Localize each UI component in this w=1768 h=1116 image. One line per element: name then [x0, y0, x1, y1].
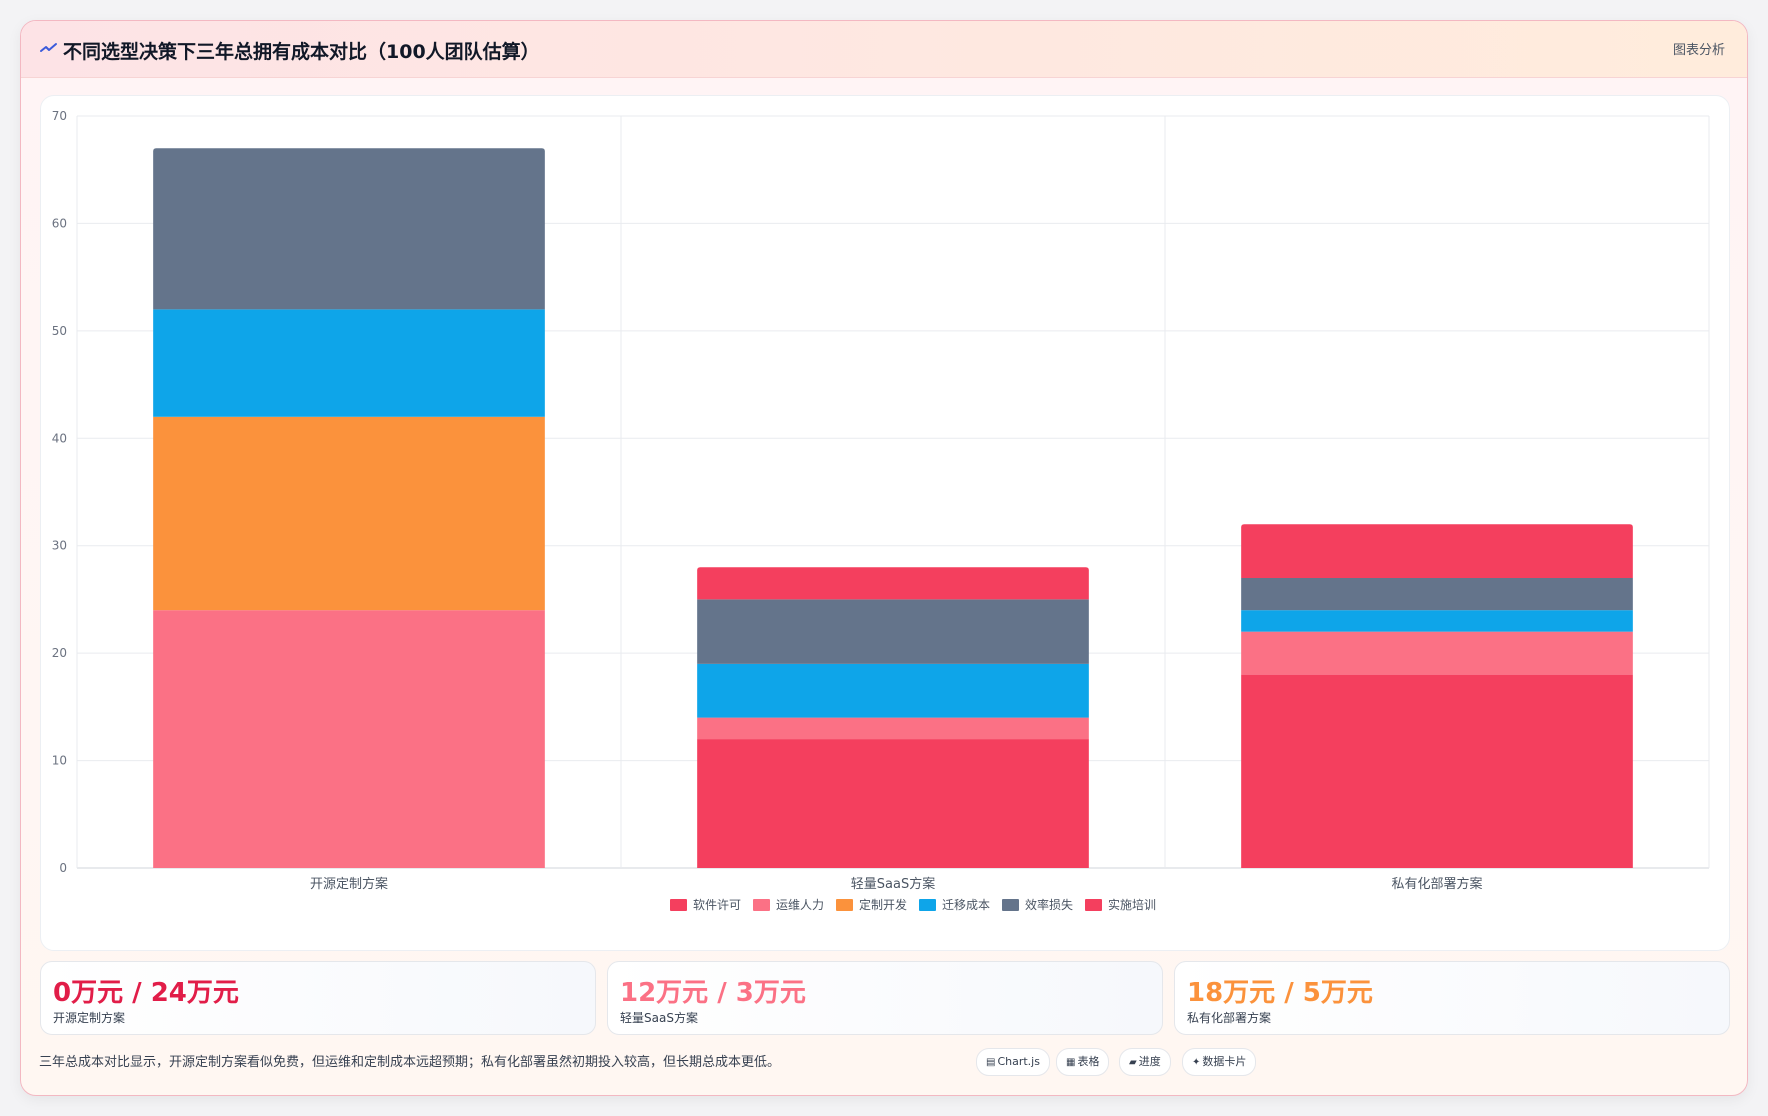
bar-segment — [697, 717, 1089, 740]
y-tick-label: 0 — [59, 861, 67, 875]
stat-label: 私有化部署方案 — [1187, 1011, 1272, 1025]
bar-segment — [1241, 610, 1633, 632]
stacked-bar-chart: 0 10 20 30 40 50 60 70 开源定制方案 轻量SaaS方案 私有化部署方案 软件许… — [52, 109, 1710, 912]
stat-card-saas: 12万元 / 3万元 轻量SaaS方案 — [607, 961, 1163, 1035]
bar-segment — [697, 663, 1089, 718]
legend-swatch — [836, 899, 853, 911]
legend-swatch — [753, 899, 770, 911]
legend-label: 迁移成本 — [942, 898, 990, 912]
chart-icon: ▤ — [986, 1057, 996, 1068]
legend-label: 软件许可 — [693, 898, 741, 912]
summary-note: 三年总成本对比显示，开源定制方案看似免费，但运维和定制成本远超预期；私有化部署虽… — [39, 1055, 781, 1070]
legend-label: 运维人力 — [776, 898, 824, 912]
legend-swatch — [1002, 899, 1019, 911]
chart-card: 不同选型决策下三年总拥有成本对比（100人团队估算） 图表分析 0 10 20 30 4… — [20, 20, 1748, 1096]
table-pill[interactable]: ▦ 表格 — [1056, 1048, 1110, 1076]
stat-label: 轻量SaaS方案 — [620, 1011, 698, 1025]
x-tick-label: 私有化部署方案 — [1391, 876, 1482, 892]
bar-segment — [697, 599, 1089, 664]
y-tick-label: 10 — [52, 754, 67, 768]
bar-segment — [697, 739, 1089, 868]
y-tick-label: 30 — [52, 539, 67, 553]
bar-segment — [153, 148, 545, 310]
chart-panel: 0 10 20 30 40 50 60 70 开源定制方案 轻量SaaS方案 私有化部署方案 软件许… — [40, 95, 1730, 951]
legend-swatch — [670, 899, 687, 911]
stat-label: 开源定制方案 — [53, 1011, 126, 1025]
legend-swatch — [1085, 899, 1102, 911]
table-icon: ▦ — [1066, 1057, 1076, 1068]
bar-segment — [1241, 577, 1633, 611]
y-tick-label: 40 — [52, 431, 67, 445]
x-tick-label: 轻量SaaS方案 — [851, 876, 935, 892]
stat-card-open-source: 0万元 / 24万元 开源定制方案 — [40, 961, 596, 1035]
stat-value: 18万元 / 5万元 — [1187, 978, 1373, 1008]
pill-label: Chart.js — [997, 1055, 1040, 1068]
legend-label: 定制开发 — [859, 897, 907, 912]
data-card-pill[interactable]: ✦ 数据卡片 — [1182, 1048, 1257, 1076]
bar-segment — [153, 309, 545, 417]
legend-label: 效率损失 — [1025, 897, 1073, 912]
legend-label: 实施培训 — [1108, 897, 1156, 912]
sparkle-icon: ✦ — [1192, 1057, 1201, 1068]
bar-segment — [153, 416, 545, 611]
chart-analysis-button[interactable]: 图表分析 — [1672, 43, 1725, 58]
bar-segment — [1241, 524, 1633, 578]
bar-segment — [1241, 631, 1633, 675]
pill-label: 进度 — [1138, 1055, 1161, 1068]
y-tick-label: 50 — [52, 324, 67, 338]
y-tick-label: 20 — [52, 646, 67, 660]
trend-line-icon — [40, 43, 57, 52]
progress-icon: ▰ — [1129, 1057, 1137, 1068]
page-title: 不同选型决策下三年总拥有成本对比（100人团队估算） — [63, 41, 540, 63]
stat-value: 12万元 / 3万元 — [620, 978, 806, 1008]
stat-value: 0万元 / 24万元 — [53, 978, 239, 1008]
chartjs-pill[interactable]: ▤ Chart.js — [976, 1048, 1050, 1076]
bar-segment — [697, 567, 1089, 600]
card-header: 不同选型决策下三年总拥有成本对比（100人团队估算） 图表分析 — [21, 21, 1747, 78]
bar-segment — [1241, 674, 1633, 868]
pill-label: 表格 — [1077, 1055, 1100, 1068]
y-tick-label: 60 — [52, 216, 67, 230]
progress-pill[interactable]: ▰ 进度 — [1119, 1048, 1171, 1076]
x-tick-label: 开源定制方案 — [310, 876, 388, 892]
stat-card-private-deploy: 18万元 / 5万元 私有化部署方案 — [1174, 961, 1730, 1035]
bar-segment — [153, 610, 545, 868]
y-tick-label: 70 — [52, 109, 67, 123]
legend-swatch — [919, 899, 936, 911]
pill-label: 数据卡片 — [1202, 1055, 1247, 1068]
